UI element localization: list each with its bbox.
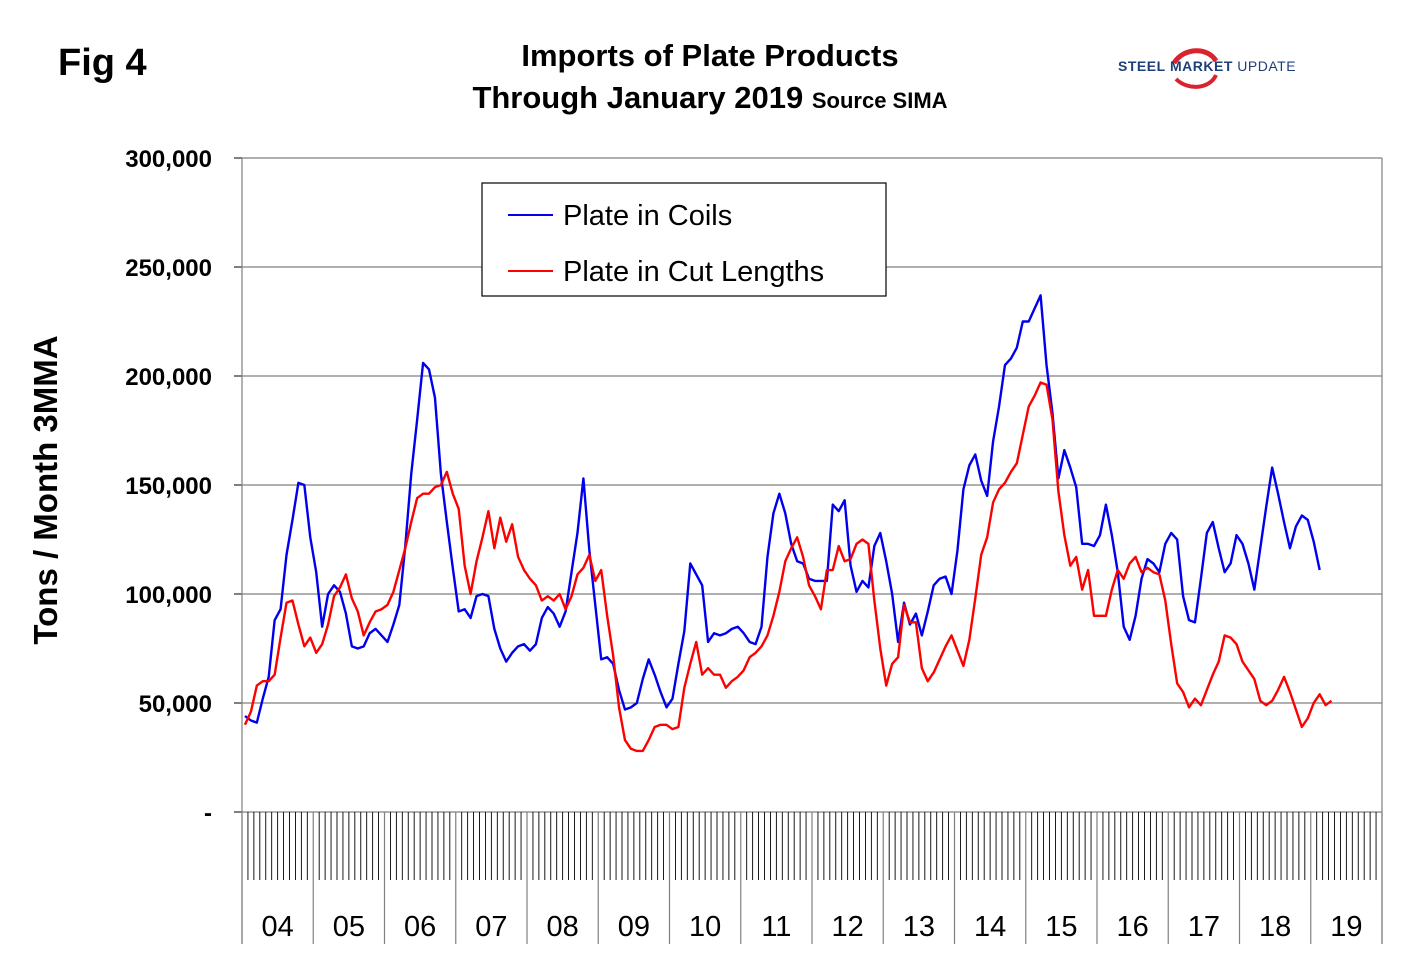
logo-word-market: MARKET: [1170, 58, 1233, 74]
source-note: Source SIMA: [811, 88, 948, 113]
y-tick-label: -: [204, 800, 212, 827]
y-tick-label: 200,000: [125, 364, 212, 391]
chart-title: Imports of Plate Products: [521, 38, 899, 73]
series-lines: [243, 294, 1333, 753]
legend-label-coils: Plate in Coils: [563, 200, 732, 232]
logo-word-steel: STEEL: [1118, 58, 1166, 74]
x-tick-label: 16: [1116, 911, 1148, 943]
x-tick-label: 15: [1045, 911, 1077, 943]
x-tick-label: 11: [761, 911, 791, 943]
x-tick-label: 19: [1330, 911, 1362, 943]
y-tick-label: 300,000: [125, 146, 212, 173]
x-tick-label: 06: [404, 911, 436, 943]
x-tick-label: 18: [1259, 911, 1291, 943]
x-tick-label: 14: [974, 911, 1006, 943]
figure-label: Fig 4: [58, 42, 147, 84]
y-tick-labels: - 50,000 100,000 150,000 200,000 250,000 300,0…: [125, 146, 212, 827]
y-tick-label: 50,000: [139, 691, 212, 718]
logo-word-update: UPDATE: [1237, 58, 1297, 74]
logo-wordmark: STEEL MARKET UPDATE: [1118, 58, 1296, 74]
x-tick-label: 12: [831, 911, 863, 943]
x-tick-label: 13: [903, 911, 935, 943]
y-tick-label: 100,000: [125, 582, 212, 609]
series-line-plate-in-cut-lengths: [243, 381, 1333, 753]
steel-market-update-logo: STEEL MARKET UPDATE: [1118, 45, 1318, 95]
legend: Plate in Coils Plate in Cut Lengths: [481, 182, 887, 297]
x-tick-label: 17: [1188, 911, 1220, 943]
x-tick-label: 04: [261, 911, 293, 943]
x-tick-label: 10: [689, 911, 721, 943]
y-tick-label: 150,000: [125, 473, 212, 500]
x-tick-label: 09: [618, 911, 650, 943]
chart-subtitle-text: Through January 2019: [472, 80, 804, 115]
y-tick-label: 250,000: [125, 255, 212, 282]
legend-label-cut-lengths: Plate in Cut Lengths: [563, 256, 824, 288]
x-tick-label: 05: [333, 911, 365, 943]
logo-swoosh-icon: [1171, 48, 1219, 89]
x-tick-label: 07: [475, 911, 507, 943]
x-tick-label: 08: [546, 911, 578, 943]
chart-subtitle: Through January 2019 Source SIMA: [360, 80, 1060, 116]
legend-box: [481, 182, 887, 297]
series-line-plate-in-coils: [244, 294, 1321, 724]
x-axis: 04 05 06 07 08 09 10 11 12 13 14 15 16 17 18 19: [241, 812, 1383, 944]
